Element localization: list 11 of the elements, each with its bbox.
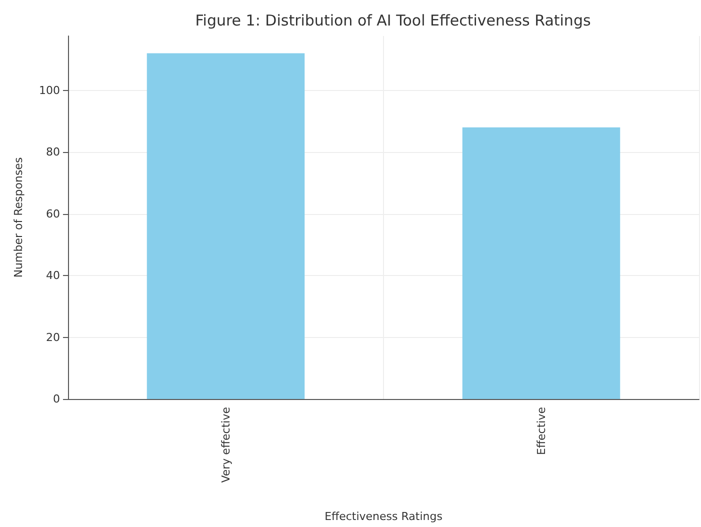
y-tick-label: 80 xyxy=(46,146,60,159)
y-tick-label: 20 xyxy=(46,330,60,344)
y-tick-label: 60 xyxy=(46,207,60,220)
x-axis-title: Effectiveness Ratings xyxy=(324,510,443,523)
chart-title: Figure 1: Distribution of AI Tool Effectiveness Ratings xyxy=(195,12,591,30)
y-axis-title: Number of Responses xyxy=(12,157,25,278)
y-tick-label: 40 xyxy=(46,269,60,282)
x-tick-label: Effective xyxy=(534,406,548,455)
x-tick-label: Very effective xyxy=(219,406,232,483)
y-tick-label: 0 xyxy=(53,392,60,406)
y-tick-label: 100 xyxy=(39,84,60,97)
